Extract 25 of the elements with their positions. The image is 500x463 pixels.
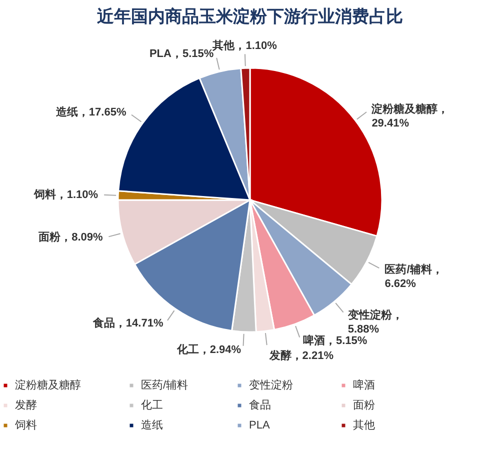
data-label: 食品，14.71% <box>92 316 164 330</box>
legend-label: PLA <box>249 420 270 432</box>
legend-label: 化工 <box>141 400 163 412</box>
legend-label: 造纸 <box>141 418 163 432</box>
data-label: 发酵，2.21% <box>268 349 334 362</box>
legend-label: 发酵 <box>15 400 37 412</box>
data-label: PLA，5.15% <box>149 48 214 60</box>
data-label: 医药/辅料， 6.62% <box>384 262 443 290</box>
data-label: 其他，1.10% <box>212 39 278 52</box>
chart-title: 近年国内商品玉米淀粉下游行业消费占比 <box>96 7 403 26</box>
data-label: 变性淀粉， 5.88% <box>346 308 403 336</box>
legend-label: 食品 <box>249 400 271 412</box>
data-label: 饲料，1.10% <box>32 188 98 201</box>
legend-label: 饲料 <box>14 418 37 432</box>
legend-label: 啤酒 <box>353 378 375 392</box>
data-label: 造纸，17.65% <box>54 105 126 118</box>
legend-label: 变性淀粉 <box>249 378 293 392</box>
data-label: 面粉，8.09% <box>38 230 104 244</box>
legend-label: 面粉 <box>353 400 375 412</box>
data-label: 淀粉糖及糖醇， 29.41% <box>370 102 449 130</box>
legend-label: 其他 <box>353 418 375 432</box>
legend-label: 医药/辅料 <box>141 378 188 392</box>
legend-label: 淀粉糖及糖醇 <box>15 378 81 392</box>
data-label: 啤酒，5.15% <box>302 334 368 348</box>
data-label: 化工，2.94% <box>176 342 242 356</box>
